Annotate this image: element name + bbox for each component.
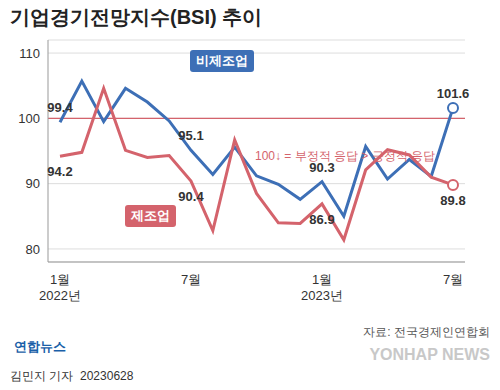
html-text:제조업: 제조업	[131, 208, 170, 223]
svg-text:94.2: 94.2	[47, 164, 72, 179]
svg-text:110: 110	[19, 46, 40, 61]
svg-text:90: 90	[26, 176, 40, 191]
html-text:비제조업: 비제조업	[196, 53, 248, 68]
html-text:자료: 전국경제인연합회: 자료: 전국경제인연합회	[363, 325, 490, 339]
svg-text:1월2022년: 1월2022년	[39, 272, 81, 303]
svg-text:80: 80	[26, 242, 40, 257]
html-text:김민지 기자: 김민지 기자	[10, 369, 74, 383]
svg-text:100: 100	[18, 111, 40, 126]
html-text:연합뉴스: 연합뉴스	[14, 339, 66, 354]
html-text:100↓ = 부정적 응답 > 긍정적 응답: 100↓ = 부정적 응답 > 긍정적 응답	[255, 149, 435, 163]
svg-text:86.9: 86.9	[309, 212, 334, 227]
svg-text:90.4: 90.4	[178, 189, 204, 204]
svg-text:1월2023년: 1월2023년	[301, 272, 343, 303]
svg-text:89.8: 89.8	[440, 193, 465, 208]
html-text:기업경기전망지수(BSI) 추이: 기업경기전망지수(BSI) 추이	[10, 6, 263, 28]
svg-text:7월: 7월	[443, 272, 463, 287]
html-text:YONHAP NEWS: YONHAP NEWS	[369, 346, 490, 363]
svg-text:90.3: 90.3	[309, 159, 335, 175]
svg-text:99.4: 99.4	[47, 100, 73, 115]
svg-text:7월: 7월	[181, 272, 201, 287]
svg-text:95.1: 95.1	[178, 128, 203, 143]
html-text:20230628: 20230628	[80, 369, 134, 383]
svg-text:101.6: 101.6	[437, 86, 470, 101]
